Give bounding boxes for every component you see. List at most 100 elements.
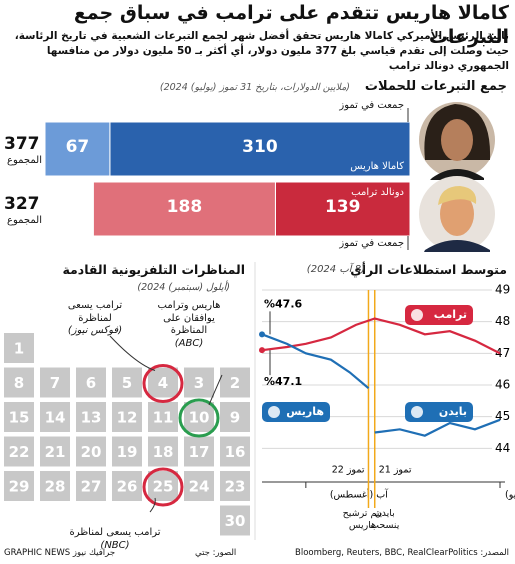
day-cell [220,367,250,398]
day-cell [112,367,142,398]
day-cell [112,471,142,501]
bar-value: 188 [167,197,203,217]
x-tick-label: تموز (يوليو) [505,490,515,501]
harris-photo [419,102,495,180]
day-cell [4,333,34,363]
day-number: 8 [14,374,24,392]
day-cell [148,402,178,432]
day-cell [220,436,250,467]
day-number: 20 [81,443,102,461]
bar-segment [44,121,111,177]
day-number: 12 [117,409,138,427]
bar-value: 139 [325,197,361,217]
event-note: هاريس وترامب يوافقان على المناظرة (ABC) [150,300,228,350]
party-icon [411,406,423,418]
day-cell [40,402,70,432]
end-point [259,331,265,338]
day-cell [40,471,70,501]
day-number: 24 [189,478,210,496]
day-cell [76,471,106,501]
chart-subtitle: (8 آب 2024) [306,264,365,275]
bar-value: 67 [66,137,90,157]
day-cell [148,471,178,501]
total-value: 377 [4,134,40,154]
day-cell [76,436,106,467]
day-number: 27 [81,478,102,496]
day-number: 15 [9,409,30,427]
day-cell [4,436,34,467]
day-cell [220,471,250,501]
party-icon [411,309,423,321]
day-cell [112,402,142,432]
series-line [261,317,501,355]
bar-value: 310 [242,137,278,157]
day-cell [220,505,250,536]
event-network: (فوكس نيوز) [67,325,123,336]
day-number: 11 [153,409,174,427]
end-point [259,347,265,354]
day-cell [40,367,70,398]
day-number: 1 [14,340,24,358]
annotation-date: 21 تموز [379,465,412,476]
event-label: ترامب يسعى لمناظرة [69,527,161,538]
bar-segment [109,121,411,177]
event-network: (NBC) [100,539,130,551]
legend-label: هاريس [286,405,324,418]
party-icon [268,406,280,418]
event-note: ترامب يسعى لمناظرة (NBC) [60,527,170,552]
source: المصدر: Bloomberg, Reuters, BBC, RealCle… [295,548,509,558]
day-cell [148,367,178,398]
day-cell [184,471,214,501]
day-number: 29 [9,478,30,496]
value-label: %47.1 [264,375,302,388]
chart-title: متوسط استطلاعات الرأي [350,262,507,277]
day-number: 7 [50,374,60,392]
annotation-date: 22 تموز [332,465,365,476]
event-label: هاريس وترامب يوافقان على المناظرة [157,300,221,336]
legend-badge [405,402,473,422]
day-number: 5 [122,374,132,392]
trump-photo [419,176,495,252]
event-note: ترامب يسعى لمناظرة (فوكس نيوز) [55,300,135,338]
day-cell [184,402,214,432]
day-cell [40,436,70,467]
event-label: ترامب يسعى لمناظرة [67,300,123,324]
event-network: (ABC) [174,337,204,349]
y-tick-label: 46 [495,378,510,392]
y-tick-label: 49 [495,283,510,297]
day-number: 2 [230,374,240,392]
day-number: 17 [189,443,210,461]
day-cell [184,436,214,467]
candidate-name: دونالد ترامب [351,187,404,198]
calendar-subtitle: (أيلول (سبتمبر) 2024) [137,282,230,293]
day-cell [112,436,142,467]
july-label: جمعت في تموز [339,100,404,111]
bar-segment [274,181,411,237]
brand: GRAPHIC NEWS جرافيك نيوز [4,548,116,558]
day-cell [76,367,106,398]
day-number: 19 [117,443,138,461]
y-tick-label: 47 [495,346,510,360]
event-circle [142,467,184,507]
series-line [261,333,370,390]
y-tick-label: 48 [495,314,510,328]
day-cell [184,367,214,398]
day-number: 4 [158,374,168,392]
day-number: 30 [225,512,246,530]
annotation-text: يتم ترشيح هاريس [342,508,383,531]
day-cell [148,436,178,467]
day-cell [76,402,106,432]
event-leader [208,374,223,406]
day-number: 18 [153,443,174,461]
series-line [374,418,501,437]
day-number: 23 [225,478,246,496]
day-number: 9 [230,409,240,427]
day-number: 3 [194,374,204,392]
event-leader [149,497,156,513]
day-number: 21 [45,443,66,461]
day-number: 10 [189,409,210,427]
legend-badge [405,305,473,325]
y-tick-label: 44 [495,441,510,455]
event-circle [142,364,184,403]
